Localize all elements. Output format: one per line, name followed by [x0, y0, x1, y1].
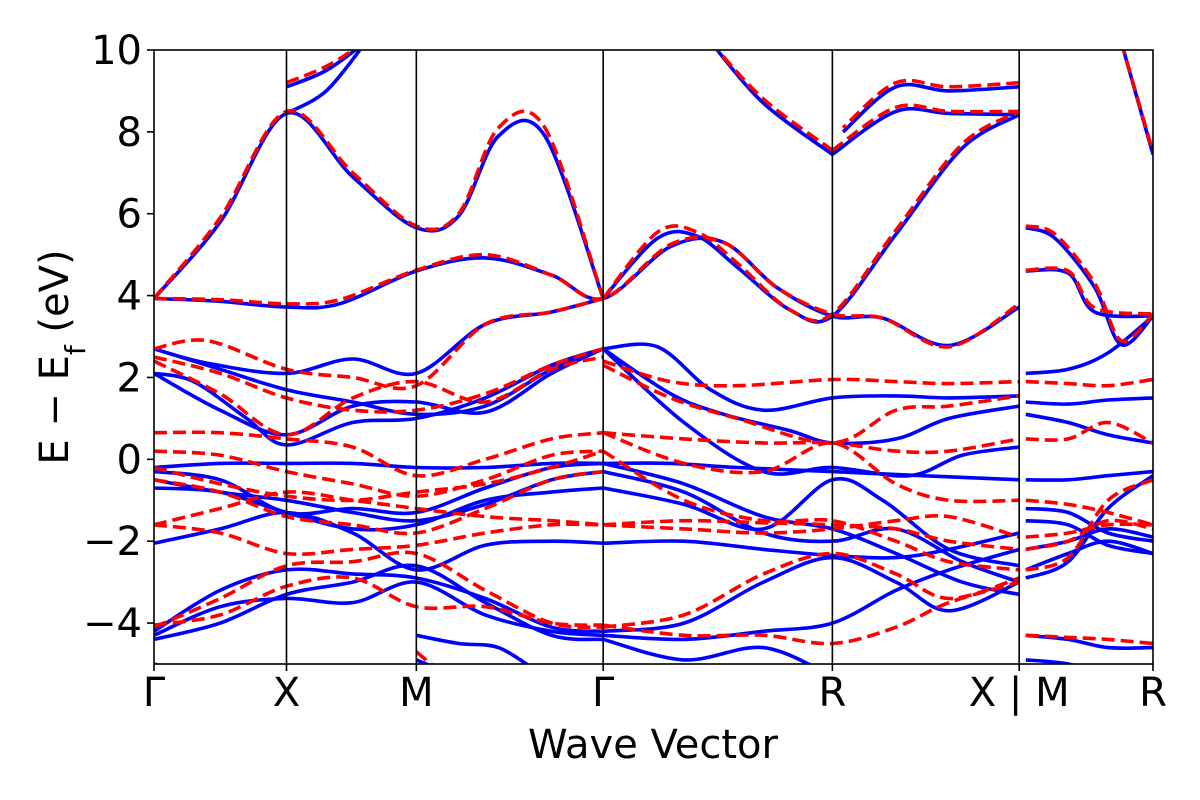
band-line: [602, 469, 1020, 584]
band-line: [154, 235, 1021, 349]
band-line: [602, 637, 813, 664]
band-line: [1025, 474, 1153, 580]
band-line: [1025, 658, 1076, 664]
bands-layer: [154, 50, 1153, 664]
band-line: [602, 449, 1020, 572]
band-line: [602, 461, 1020, 597]
band-line: [1025, 498, 1153, 527]
band-line: [415, 633, 530, 664]
x-tick-label: X | M: [969, 670, 1070, 716]
band-line: [1025, 314, 1153, 376]
band-line: [154, 347, 604, 414]
band-line: [1025, 377, 1153, 388]
band-line: [602, 580, 1020, 646]
band-line: [714, 50, 834, 156]
band-line: [285, 50, 357, 85]
band-line: [154, 347, 604, 447]
y-tick-label: −4: [83, 601, 142, 647]
band-line: [154, 347, 604, 437]
y-tick-label: 8: [117, 110, 142, 156]
y-tick-label: 6: [117, 192, 142, 238]
band-line: [831, 103, 1020, 152]
band-line: [285, 50, 363, 115]
x-axis-ticks: Γ X M Γ R X | M R: [143, 664, 1167, 716]
band-line: [1025, 469, 1153, 482]
band-line: [154, 449, 604, 503]
band-line: [154, 469, 604, 536]
x-tick-label: R: [1139, 670, 1167, 716]
band-line: [601, 347, 1020, 478]
band-line: [154, 461, 604, 470]
band-line: [602, 359, 1020, 388]
band-line: [831, 106, 1020, 156]
series-red: [154, 50, 1153, 664]
band-line: [415, 650, 434, 664]
band-line: [603, 342, 1020, 413]
band-line: [1025, 539, 1153, 572]
y-axis-title: E − Ef (eV): [32, 249, 92, 464]
y-tick-label: 4: [117, 274, 142, 320]
band-line: [154, 296, 604, 377]
band-line: [1025, 266, 1153, 316]
band-line: [1025, 225, 1153, 347]
x-tick-label: Γ: [143, 670, 166, 716]
plot-frame: [153, 49, 1154, 665]
band-line: [154, 567, 604, 634]
band-line: [154, 296, 604, 391]
band-line: [154, 563, 604, 642]
band-line: [285, 50, 359, 89]
band-line: [602, 363, 1020, 445]
band-line: [415, 658, 431, 664]
band-line: [154, 355, 604, 437]
band-line: [602, 431, 1020, 504]
band-line: [154, 575, 604, 627]
band-line: [154, 236, 1021, 348]
x-tick-label: R: [818, 670, 846, 716]
band-line: [154, 430, 604, 478]
band-line: [1121, 50, 1153, 153]
band-line: [154, 490, 604, 527]
band-line: [1025, 478, 1153, 572]
high-symmetry-lines: [285, 50, 1020, 664]
band-line: [601, 109, 1021, 323]
y-tick-label: −2: [83, 519, 142, 565]
band-line: [154, 108, 605, 300]
band-line: [1025, 224, 1153, 343]
y-tick-label: 0: [117, 437, 142, 483]
x-tick-label: Γ: [592, 670, 615, 716]
y-axis-ticks: 10 8 6 4 2 0 −2 −4: [83, 28, 154, 647]
x-tick-label: X: [273, 670, 300, 716]
band-line: [841, 82, 1020, 134]
band-line: [601, 113, 1021, 324]
band-line: [154, 510, 604, 572]
band-line: [1025, 420, 1153, 445]
band-line: [841, 78, 1020, 130]
band-line: [602, 347, 1020, 446]
band-line: [1025, 396, 1153, 406]
band-line: [154, 550, 604, 630]
band-line: [602, 551, 1020, 629]
band-line: [1025, 633, 1153, 651]
x-tick-label: M: [399, 670, 434, 716]
band-line: [154, 522, 604, 557]
band-line: [603, 461, 1020, 482]
y-tick-label: 2: [117, 355, 142, 401]
x-axis-title: Wave Vector: [528, 722, 779, 768]
band-line: [1025, 633, 1153, 646]
band-line: [1025, 506, 1153, 543]
band-line: [715, 50, 834, 152]
band-line: [154, 449, 604, 499]
y-tick-label: 10: [91, 28, 142, 74]
